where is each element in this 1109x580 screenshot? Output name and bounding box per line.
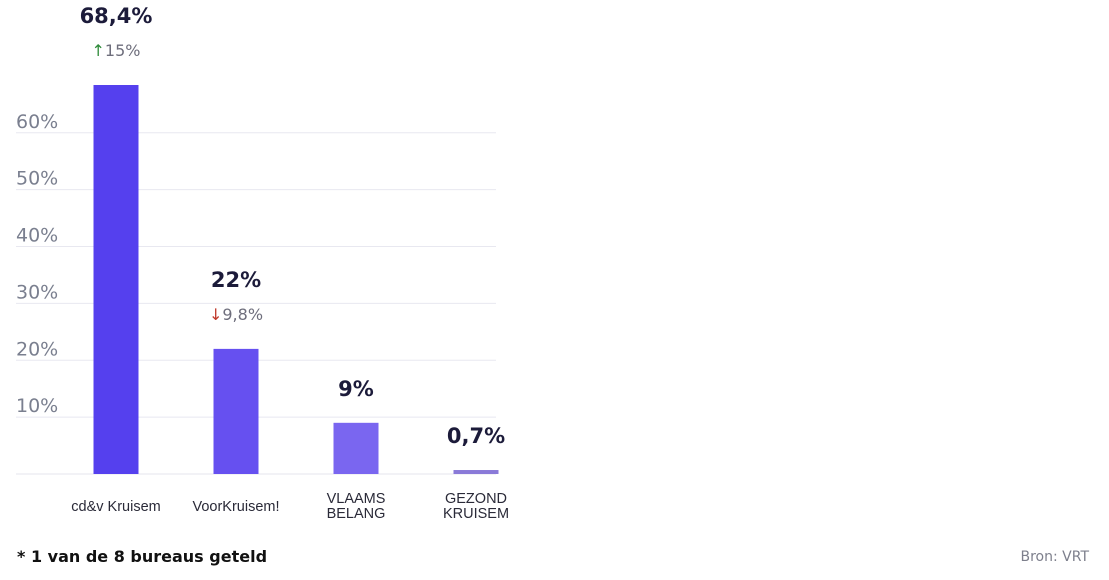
bar-chart: 10% 20% 30% 40% 50% 60% 68,4% ↑15% cd&v Kruisem 2… xyxy=(16,4,509,522)
category-label: GEZOND xyxy=(445,491,507,507)
category-label: BELANG xyxy=(327,506,386,522)
data-label: 0,7% xyxy=(447,424,505,448)
y-tick-label: 10% xyxy=(16,395,58,417)
y-tick-label: 20% xyxy=(16,338,58,360)
category-label: KRUISEM xyxy=(443,506,509,522)
arrow-down-icon: ↓ xyxy=(209,305,222,324)
category-label: cd&v Kruisem xyxy=(71,499,160,515)
bar xyxy=(453,470,499,474)
bar xyxy=(333,422,379,474)
y-tick-label: 30% xyxy=(16,281,58,303)
arrow-up-icon: ↑ xyxy=(92,41,105,60)
y-tick-label: 40% xyxy=(16,225,58,247)
footnote: * 1 van de 8 bureaus geteld xyxy=(17,547,268,566)
category-label: VoorKruisem! xyxy=(192,499,279,515)
change-label: ↓9,8% xyxy=(209,305,263,324)
data-label: 22% xyxy=(211,268,261,292)
category-label: VLAAMS xyxy=(327,491,386,507)
change-value: 9,8% xyxy=(222,305,263,324)
bar xyxy=(213,348,259,474)
source-label: Bron: VRT xyxy=(1020,549,1090,565)
data-label: 9% xyxy=(338,377,374,401)
data-label: 68,4% xyxy=(80,4,153,28)
y-tick-label: 50% xyxy=(16,168,58,190)
change-label: ↑15% xyxy=(92,41,141,60)
bar xyxy=(93,85,139,474)
y-tick-label: 60% xyxy=(16,111,58,133)
change-value: 15% xyxy=(105,41,141,60)
